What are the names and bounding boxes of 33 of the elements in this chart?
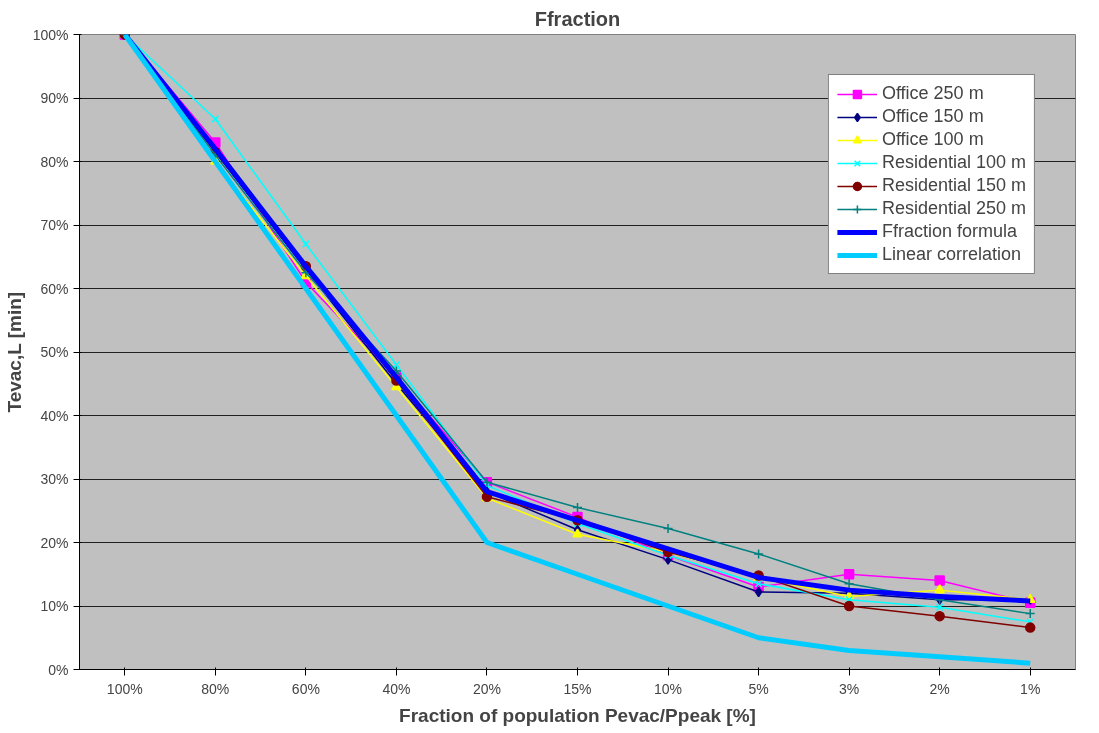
x-tick-label: 100%	[106, 680, 143, 697]
y-tick-label: 10%	[40, 598, 69, 614]
x-tick-label: 60%	[291, 680, 320, 697]
legend-label: Linear correlation	[881, 244, 1021, 265]
legend-label: Residential 250 m	[881, 198, 1026, 219]
x-tick-label: 2%	[929, 680, 950, 697]
x-tick-label: 5%	[748, 680, 769, 697]
y-tick-label: 50%	[40, 344, 69, 360]
legend-label: Office 100 m	[881, 129, 984, 150]
y-tick-label: 60%	[40, 280, 69, 297]
y-tick-label: 20%	[40, 534, 69, 551]
x-tick-label: 20%	[472, 680, 501, 697]
y-tick-label: 30%	[40, 471, 69, 487]
x-tick-label: 40%	[382, 680, 411, 697]
y-axis-title: Tevac,L [min]	[3, 291, 25, 413]
chart-title: Ffraction	[534, 7, 621, 30]
legend-label: Residential 100 m	[881, 152, 1026, 173]
x-axis-title: Fraction of population Pevac/Ppeak [%]	[399, 704, 756, 726]
legend-label: Office 150 m	[881, 106, 984, 127]
y-tick-label: 100%	[32, 26, 69, 43]
y-tick-label: 70%	[40, 217, 69, 233]
legend-label: Residential 150 m	[881, 175, 1026, 196]
legend-label: Office 250 m	[881, 83, 984, 104]
y-tick-label: 0%	[48, 661, 69, 678]
y-tick-label: 80%	[40, 153, 69, 170]
x-tick-label: 10%	[654, 680, 683, 697]
x-tick-label: 3%	[839, 680, 860, 697]
x-tick-label: 15%	[563, 680, 592, 697]
y-tick-label: 40%	[40, 407, 69, 424]
x-tick-label: 80%	[201, 680, 230, 697]
x-tick-label: 1%	[1020, 680, 1041, 697]
legend-label: Ffraction formula	[881, 221, 1017, 242]
y-tick-label: 90%	[40, 90, 69, 106]
